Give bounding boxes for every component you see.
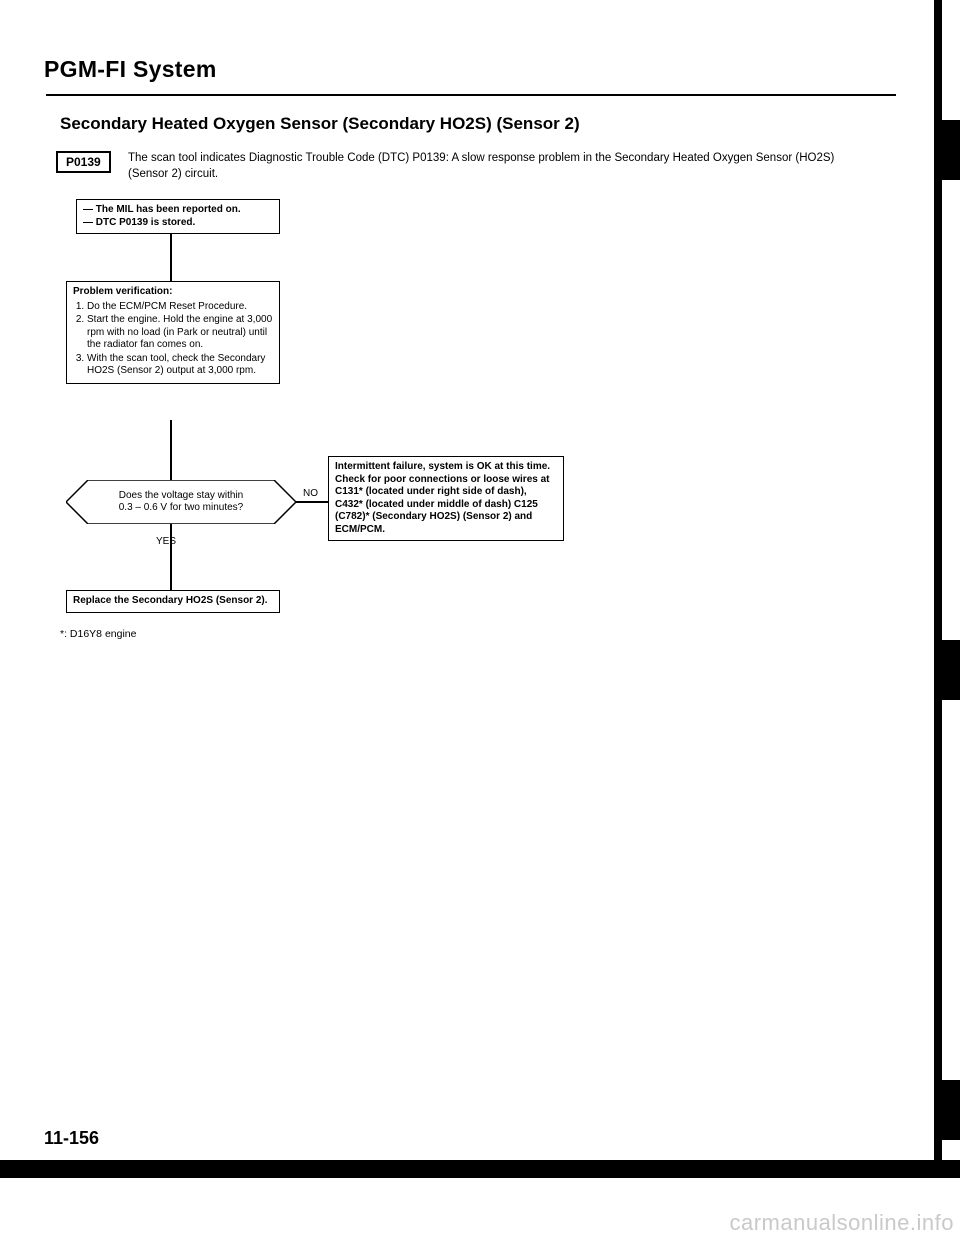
page-number: 11-156 [44, 1128, 99, 1149]
dtc-code-description: The scan tool indicates Diagnostic Troub… [128, 150, 868, 182]
dtc-code-badge: P0139 [56, 151, 111, 173]
service-manual-page: PGM-FI System Secondary Heated Oxygen Se… [0, 0, 960, 1242]
flowchart-connector [170, 524, 172, 590]
thumb-tab [942, 120, 960, 180]
page-title: PGM-FI System [44, 56, 217, 83]
decision-yes-label: YES [156, 536, 176, 547]
watermark: carmanualsonline.info [729, 1210, 954, 1236]
flowchart-step: Do the ECM/PCM Reset Procedure. [87, 301, 273, 314]
flowchart-step: With the scan tool, check the Secondary … [87, 353, 273, 378]
flowchart-start-line: — DTC P0139 is stored. [83, 217, 195, 228]
decision-no-label: NO [303, 488, 318, 499]
flowchart-connector [170, 420, 172, 480]
flowchart-no-result-text: Intermittent failure, system is OK at th… [335, 461, 550, 535]
thumb-tab [942, 1080, 960, 1140]
flowchart-problem-box: Problem verification: Do the ECM/PCM Res… [66, 281, 280, 384]
thumb-tab [942, 640, 960, 700]
footnote: *: D16Y8 engine [60, 628, 136, 640]
page-right-edge [934, 0, 942, 1178]
page-bottom-edge [0, 1160, 960, 1178]
decision-text: Does the voltage stay within 0.3 – 0.6 V… [66, 490, 296, 514]
flowchart-decision: Does the voltage stay within 0.3 – 0.6 V… [66, 480, 296, 524]
flowchart-problem-steps: Do the ECM/PCM Reset Procedure. Start th… [73, 301, 273, 378]
section-title: Secondary Heated Oxygen Sensor (Secondar… [60, 114, 580, 134]
flowchart-connector [296, 501, 328, 503]
flowchart-yes-result-box: Replace the Secondary HO2S (Sensor 2). [66, 590, 280, 613]
flowchart-connector [170, 233, 172, 281]
title-divider [46, 94, 896, 96]
flowchart-step: Start the engine. Hold the engine at 3,0… [87, 314, 273, 352]
flowchart-start-line: — The MIL has been reported on. [83, 204, 241, 215]
flowchart-start-box: — The MIL has been reported on. — DTC P0… [76, 199, 280, 234]
flowchart-yes-result-text: Replace the Secondary HO2S (Sensor 2). [73, 595, 268, 606]
flowchart-no-result-box: Intermittent failure, system is OK at th… [328, 456, 564, 541]
flowchart-problem-title: Problem verification: [73, 286, 273, 299]
